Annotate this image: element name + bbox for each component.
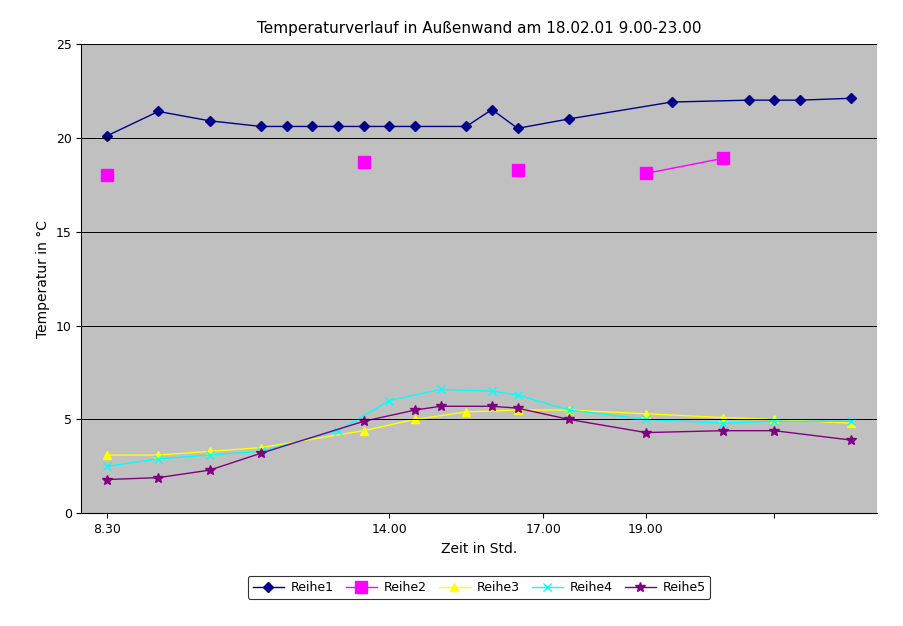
- Reihe5: [486, 403, 497, 410]
- Reihe5: [358, 418, 368, 425]
- Reihe3: [845, 419, 856, 427]
- Reihe1: [281, 123, 292, 130]
- Reihe4: [332, 427, 343, 434]
- Reihe2: [717, 155, 728, 162]
- Reihe1: [666, 98, 676, 106]
- X-axis label: Zeit in Std.: Zeit in Std.: [441, 541, 517, 556]
- Reihe3: [717, 414, 728, 421]
- Reihe4: [384, 397, 395, 404]
- Reihe4: [717, 419, 728, 427]
- Reihe4: [640, 416, 651, 423]
- Reihe5: [101, 476, 112, 483]
- Line: Reihe4: Reihe4: [103, 385, 854, 471]
- Reihe3: [640, 410, 651, 418]
- Reihe1: [486, 106, 497, 113]
- Reihe3: [512, 406, 523, 414]
- Reihe5: [434, 403, 445, 410]
- Reihe3: [461, 408, 471, 416]
- Reihe1: [204, 117, 215, 125]
- Reihe4: [512, 391, 523, 399]
- Reihe3: [204, 448, 215, 455]
- Line: Reihe1: Reihe1: [104, 95, 853, 140]
- Reihe5: [256, 449, 266, 457]
- Reihe5: [563, 416, 573, 423]
- Reihe4: [101, 463, 112, 470]
- Reihe1: [794, 96, 805, 104]
- Reihe5: [409, 406, 420, 414]
- Y-axis label: Temperatur in °C: Temperatur in °C: [36, 220, 51, 337]
- Line: Reihe3: Reihe3: [103, 406, 854, 459]
- Reihe4: [563, 406, 573, 414]
- Reihe3: [256, 444, 266, 451]
- Reihe1: [512, 125, 523, 132]
- Reihe1: [101, 132, 112, 140]
- Reihe1: [409, 123, 420, 130]
- Reihe5: [204, 466, 215, 474]
- Reihe5: [845, 436, 856, 444]
- Reihe1: [256, 123, 266, 130]
- Reihe3: [768, 416, 778, 423]
- Reihe4: [256, 448, 266, 455]
- Title: Temperaturverlauf in Außenwand am 18.02.01 9.00-23.00: Temperaturverlauf in Außenwand am 18.02.…: [256, 21, 701, 36]
- Reihe4: [153, 455, 163, 463]
- Reihe1: [358, 123, 368, 130]
- Reihe4: [845, 418, 856, 425]
- Reihe4: [768, 418, 778, 425]
- Reihe1: [563, 115, 573, 123]
- Reihe1: [306, 123, 317, 130]
- Reihe3: [563, 406, 573, 414]
- Reihe3: [153, 451, 163, 459]
- Reihe3: [409, 416, 420, 423]
- Line: Reihe2: Reihe2: [639, 153, 728, 179]
- Reihe3: [358, 427, 368, 434]
- Reihe4: [204, 451, 215, 459]
- Reihe4: [434, 386, 445, 393]
- Reihe5: [153, 474, 163, 481]
- Reihe5: [717, 427, 728, 434]
- Reihe1: [153, 108, 163, 115]
- Reihe1: [768, 96, 778, 104]
- Reihe1: [332, 123, 343, 130]
- Reihe5: [640, 429, 651, 436]
- Reihe5: [512, 404, 523, 412]
- Reihe1: [845, 95, 856, 102]
- Line: Reihe5: Reihe5: [102, 401, 855, 485]
- Reihe2: [640, 170, 651, 177]
- Reihe3: [101, 451, 112, 459]
- Reihe1: [384, 123, 395, 130]
- Reihe1: [742, 96, 753, 104]
- Reihe5: [768, 427, 778, 434]
- Legend: Reihe1, Reihe2, Reihe3, Reihe4, Reihe5: Reihe1, Reihe2, Reihe3, Reihe4, Reihe5: [247, 576, 710, 599]
- Reihe4: [486, 387, 497, 395]
- Reihe1: [461, 123, 471, 130]
